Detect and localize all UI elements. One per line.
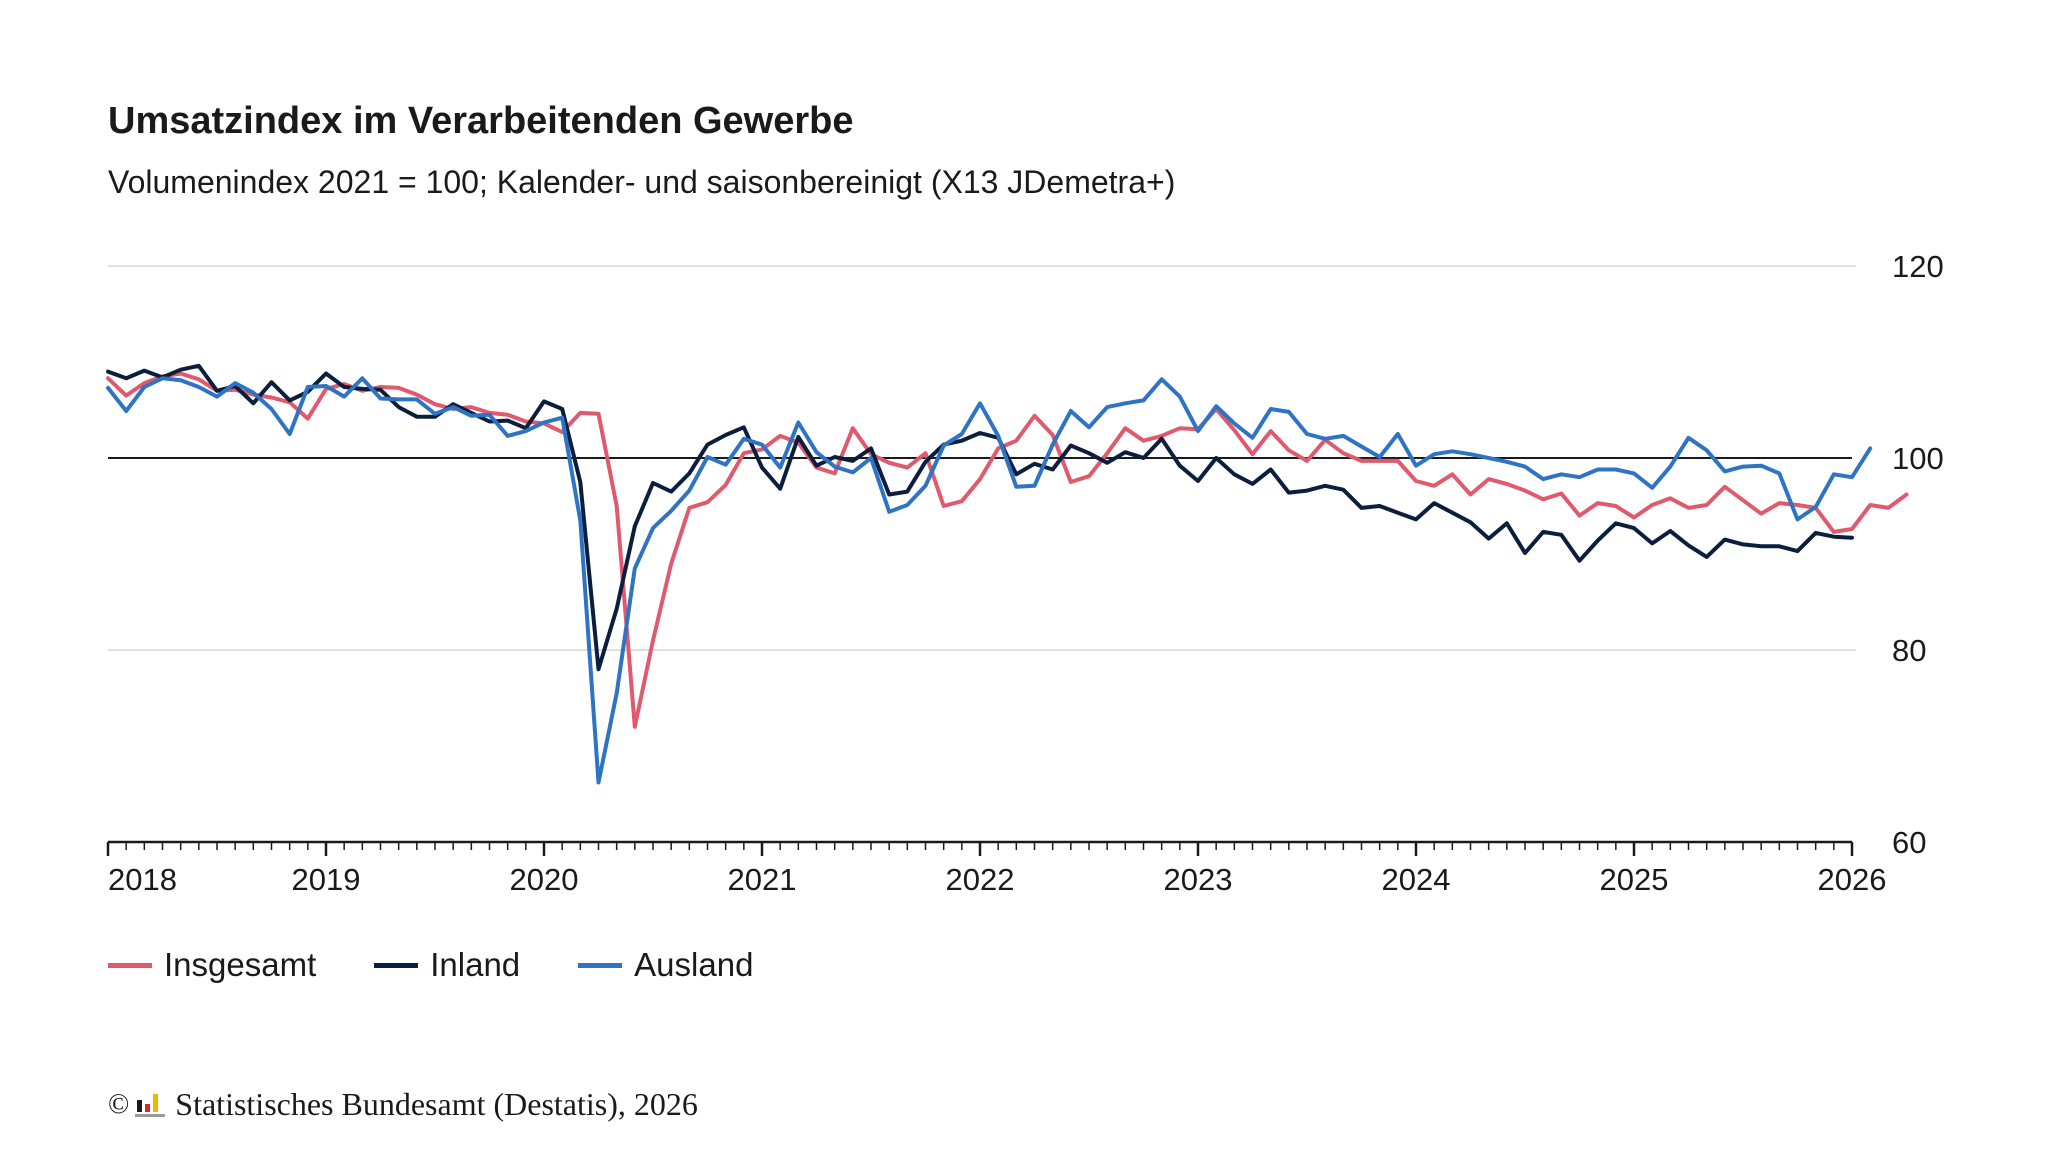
legend-item-ausland[interactable]: Ausland	[578, 946, 753, 984]
y-tick-label-100: 100	[1892, 441, 1944, 476]
legend-swatch-insgesamt	[108, 962, 152, 968]
series-line-ausland	[106, 376, 1873, 785]
x-tick-label-2025: 2025	[1600, 862, 1669, 897]
y-tick-label-120: 120	[1892, 249, 1944, 284]
x-tick-label-2023: 2023	[1164, 862, 1233, 897]
y-tick-label-80: 80	[1892, 633, 1926, 668]
y-tick-label-60: 60	[1892, 825, 1926, 860]
legend-item-insgesamt[interactable]: Insgesamt	[108, 946, 316, 984]
x-tick-label-2024: 2024	[1382, 862, 1451, 897]
legend-item-inland[interactable]: Inland	[374, 946, 520, 984]
copyright-icon: ©	[108, 1088, 130, 1120]
source-text: Statistisches Bundesamt (Destatis), 2026	[175, 1086, 698, 1122]
legend-label-inland: Inland	[430, 946, 521, 983]
chart-title: Umsatzindex im Verarbeitenden Gewerbe	[108, 100, 854, 142]
line-chart: 120 100 80 60 2018 2019 2020 2021 2022 2023 2024 20…	[106, 249, 1944, 897]
x-tick-label-2019: 2019	[292, 862, 361, 897]
legend-label-ausland: Ausland	[634, 946, 754, 983]
x-tick-label-2020: 2020	[510, 862, 579, 897]
x-tick-label-2021: 2021	[728, 862, 797, 897]
source-footer: © Statistisches Bundesamt (Destatis), 20…	[108, 1086, 698, 1123]
chart-legend: Insgesamt Inland Ausland	[108, 946, 753, 984]
series-line-inland	[106, 363, 1854, 672]
destatis-logo-icon	[135, 1093, 166, 1117]
x-tick-label-2022: 2022	[946, 862, 1015, 897]
x-tick-label-2018: 2018	[108, 862, 177, 897]
legend-swatch-ausland	[578, 962, 623, 968]
chart-subtitle: Volumenindex 2021 = 100; Kalender- und s…	[108, 164, 1176, 200]
legend-label-insgesamt: Insgesamt	[164, 946, 317, 983]
series-line-insgesamt	[106, 371, 1909, 729]
legend-swatch-inland	[374, 962, 419, 968]
x-tick-label-2026: 2026	[1818, 862, 1887, 897]
